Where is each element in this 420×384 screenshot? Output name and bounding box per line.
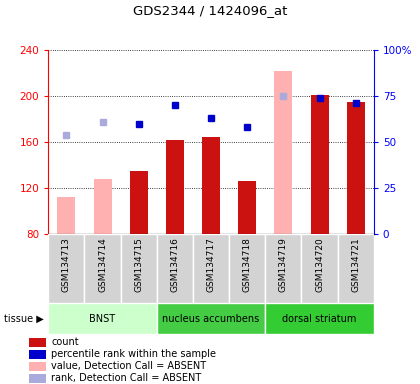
- Bar: [157, 234, 193, 303]
- Text: GSM134718: GSM134718: [243, 237, 252, 292]
- Text: GSM134716: GSM134716: [171, 237, 179, 292]
- Text: GSM134719: GSM134719: [279, 237, 288, 292]
- Bar: [58, 197, 76, 234]
- Bar: [29, 349, 46, 359]
- Bar: [166, 140, 184, 234]
- Text: percentile rank within the sample: percentile rank within the sample: [51, 349, 216, 359]
- Bar: [121, 234, 157, 303]
- Bar: [238, 181, 256, 234]
- Text: dorsal striatum: dorsal striatum: [282, 314, 357, 324]
- Bar: [310, 95, 328, 234]
- Bar: [29, 362, 46, 371]
- Bar: [338, 234, 374, 303]
- Text: GSM134714: GSM134714: [98, 237, 107, 292]
- Bar: [302, 234, 338, 303]
- Bar: [193, 234, 229, 303]
- Bar: [48, 303, 157, 334]
- Bar: [274, 71, 292, 234]
- Bar: [84, 234, 121, 303]
- Text: GSM134721: GSM134721: [351, 237, 360, 292]
- Text: GSM134720: GSM134720: [315, 237, 324, 292]
- Text: GDS2344 / 1424096_at: GDS2344 / 1424096_at: [133, 4, 287, 17]
- Bar: [130, 171, 148, 234]
- Bar: [29, 374, 46, 382]
- Bar: [157, 303, 265, 334]
- Text: tissue ▶: tissue ▶: [4, 314, 44, 324]
- Text: count: count: [51, 337, 79, 347]
- Bar: [265, 303, 374, 334]
- Bar: [29, 338, 46, 346]
- Bar: [202, 137, 220, 234]
- Text: rank, Detection Call = ABSENT: rank, Detection Call = ABSENT: [51, 373, 202, 383]
- Text: GSM134715: GSM134715: [134, 237, 143, 292]
- Bar: [229, 234, 265, 303]
- Bar: [94, 179, 112, 234]
- Bar: [265, 234, 302, 303]
- Text: BNST: BNST: [89, 314, 116, 324]
- Bar: [48, 234, 84, 303]
- Text: GSM134713: GSM134713: [62, 237, 71, 292]
- Text: GSM134717: GSM134717: [207, 237, 215, 292]
- Text: nucleus accumbens: nucleus accumbens: [163, 314, 260, 324]
- Bar: [346, 102, 365, 234]
- Text: value, Detection Call = ABSENT: value, Detection Call = ABSENT: [51, 361, 206, 371]
